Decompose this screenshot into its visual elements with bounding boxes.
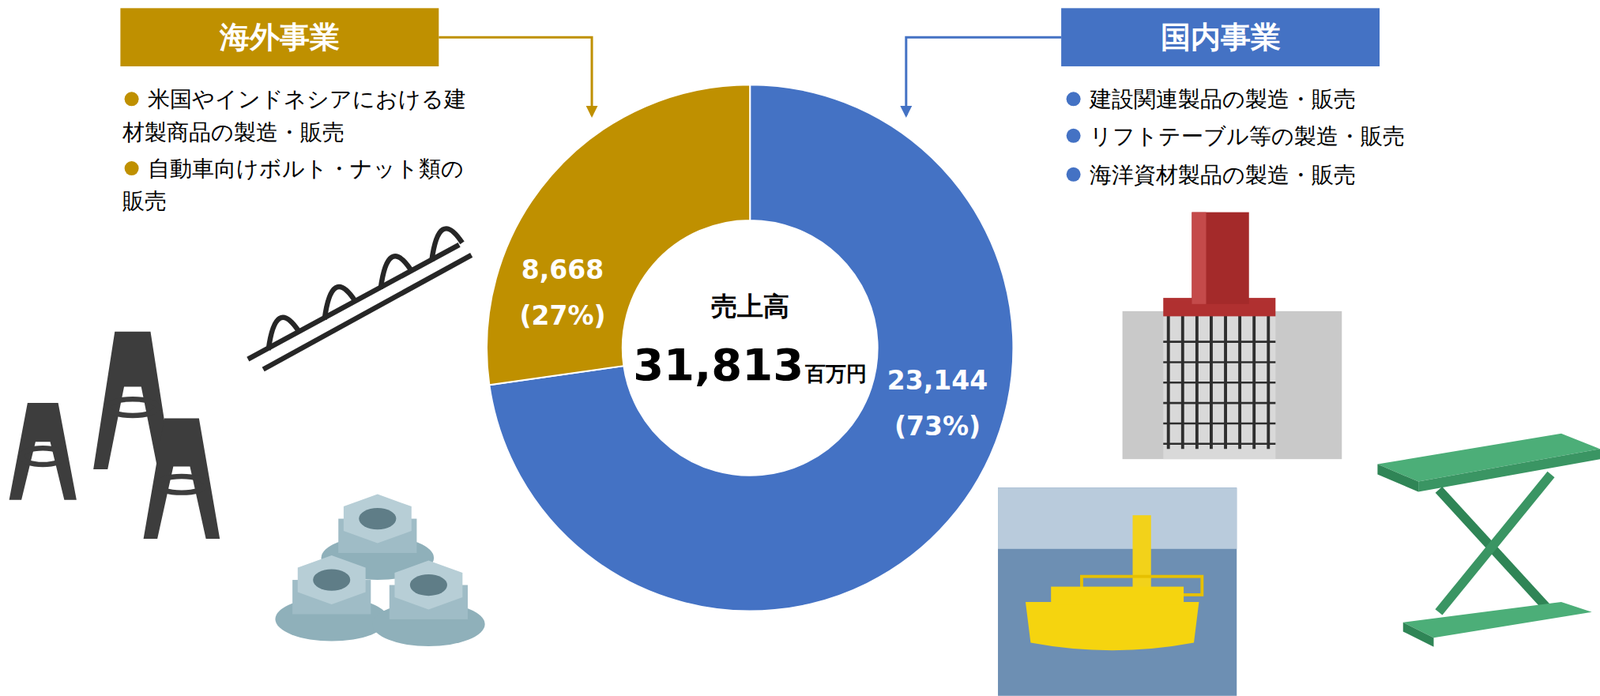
donut bbox=[486, 84, 1013, 611]
nut-icon bbox=[372, 560, 486, 647]
bullet bbox=[124, 91, 140, 106]
total: 31,813 bbox=[632, 338, 804, 391]
buoy-icon bbox=[997, 487, 1237, 696]
title: 売上高 bbox=[711, 290, 790, 322]
arrow bbox=[906, 37, 1062, 116]
data-label-percent: (27%) bbox=[519, 300, 606, 332]
segment: 国内事業建設関連製品の製造・販売リフトテーブル等の製造・販売海洋資材製品の製造・… bbox=[906, 7, 1405, 188]
segment-description: 米国やインドネシアにおける建材製商品の製造・販売 bbox=[121, 86, 467, 145]
data-labels: 23,144 (73%) 8,668 (27%) bbox=[519, 254, 988, 441]
bullet bbox=[124, 161, 140, 176]
segment-header: 海外事業 bbox=[218, 19, 340, 55]
data-label-value: 23,144 bbox=[887, 365, 988, 396]
chart: 23,144 (73%) 8,668 (27%) 売上高 31,813百万円 国内事業建設関… bbox=[0, 0, 1600, 696]
total-unit: 百万円 bbox=[804, 361, 867, 386]
column-base-icon bbox=[1122, 212, 1343, 460]
bullet bbox=[1066, 128, 1081, 144]
illustrations bbox=[9, 212, 1600, 696]
rebar-chair-icon bbox=[143, 417, 221, 539]
segment-description: リフトテーブル等の製造・販売 bbox=[1089, 122, 1405, 149]
nut-icon bbox=[274, 555, 388, 641]
segment-description: 建設関連製品の製造・販売 bbox=[1088, 86, 1356, 113]
rebar-chair-icon bbox=[9, 402, 77, 501]
segment-header-box bbox=[1061, 7, 1380, 67]
bullet bbox=[1066, 167, 1081, 182]
segment-description: 海洋資材製品の製造・販売 bbox=[1089, 161, 1356, 188]
segment-header-box bbox=[120, 7, 439, 67]
segment-description: 自動車向けボルト・ナット類の販売 bbox=[122, 155, 464, 215]
segment-header: 国内事業 bbox=[1160, 19, 1281, 55]
data-label-value: 8,668 bbox=[521, 254, 604, 286]
bullet bbox=[1066, 91, 1081, 106]
data-label-percent: (73%) bbox=[894, 410, 981, 442]
center-label: 売上高 31,813百万円 bbox=[632, 290, 867, 391]
segment: 海外事業米国やインドネシアにおける建材製商品の製造・販売自動車向けボルト・ナット… bbox=[120, 7, 592, 215]
rebar-spacer-icon bbox=[248, 228, 472, 369]
lift-table-icon bbox=[1377, 433, 1600, 648]
